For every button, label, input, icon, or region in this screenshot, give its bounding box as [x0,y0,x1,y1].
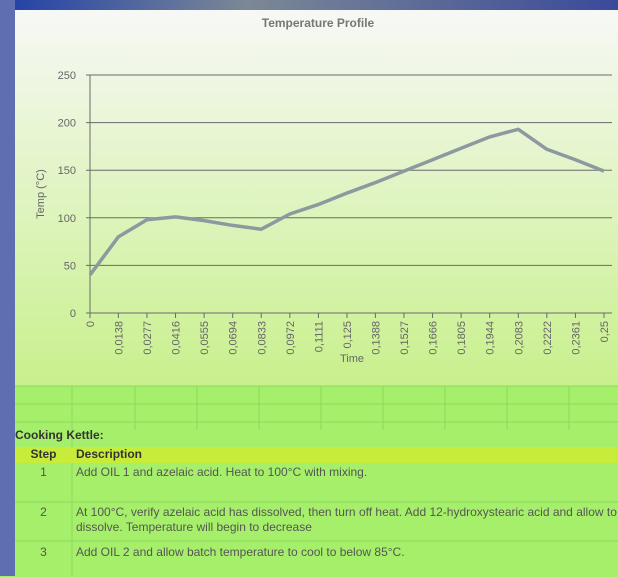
x-tick-label: 0,0694 [228,321,240,355]
x-tick-label: 0,25 [599,321,611,342]
x-tick-label: 0,2222 [542,321,554,355]
x-tick-label: 0,1944 [485,321,497,355]
window-edge [0,0,15,576]
chart-title: Temperature Profile [262,16,375,30]
y-axis-label: Temp (°C) [35,169,47,219]
step-number: 1 [40,465,47,479]
step-description: Add OIL 1 and azelaic acid. Heat to 100°… [76,465,368,479]
step-number: 2 [40,505,47,519]
step-description: Add OIL 2 and allow batch temperature to… [76,545,405,559]
x-tick-label: 0,1388 [370,321,382,355]
x-tick-label: 0,0416 [171,321,183,355]
x-tick-label: 0,0833 [256,321,268,355]
x-tick-label: 0,2361 [570,321,582,355]
table-header: Description [76,447,143,461]
x-tick-label: 0,0972 [285,321,297,355]
y-tick-label: 100 [58,213,76,225]
x-tick-label: 0,1666 [428,321,440,355]
x-axis-label: Time [340,353,364,365]
x-tick-label: 0,1527 [399,321,411,355]
y-tick-label: 0 [70,308,76,320]
x-tick-label: 0,0138 [113,321,125,355]
sheet-grid [15,385,618,576]
x-tick-label: 0,0277 [142,321,154,355]
step-description: At 100°C, verify azelaic acid has dissol… [76,505,617,534]
table-title: Cooking Kettle: [15,428,104,442]
table-header-bar [15,447,618,463]
y-tick-label: 200 [58,118,76,130]
x-tick-label: 0 [85,321,97,327]
y-tick-label: 50 [64,260,76,272]
chart-area [15,10,618,386]
table-header: Step [30,447,57,461]
y-tick-label: 150 [58,165,76,177]
x-tick-label: 0,125 [342,321,354,349]
y-tick-label: 250 [58,70,76,82]
x-tick-label: 0,2083 [513,321,525,355]
x-tick-label: 0,1805 [456,321,468,355]
step-number: 3 [40,545,47,559]
x-tick-label: 0,0555 [199,321,211,355]
x-tick-label: 0,1111 [313,321,325,352]
data-line [88,127,605,276]
